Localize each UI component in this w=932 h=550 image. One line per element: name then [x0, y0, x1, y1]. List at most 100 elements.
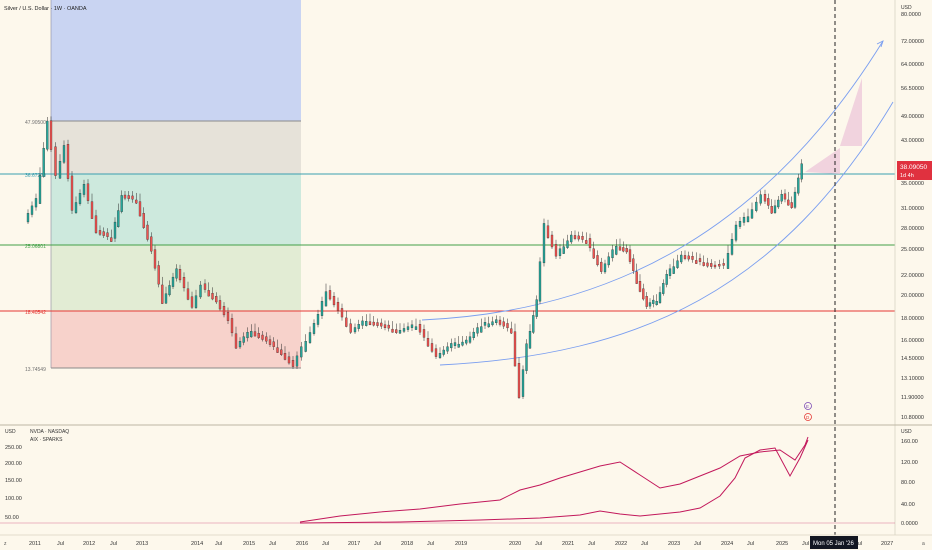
candle-body	[175, 268, 178, 279]
time-axis-label: 2025	[776, 541, 788, 547]
candle-body	[676, 260, 679, 268]
lower-left-tick-label: 100.00	[5, 496, 22, 502]
candle-body	[668, 268, 672, 276]
lower-right-tick-label: 40.00	[901, 502, 915, 508]
time-axis[interactable]	[0, 535, 932, 550]
fib-label-2: 25.06801	[25, 244, 46, 250]
candle-body	[127, 195, 130, 199]
lower-left-tick-label: 200.00	[5, 461, 22, 467]
candle-body	[113, 221, 117, 239]
channel-upper[interactable]	[421, 40, 884, 321]
candle-body	[190, 296, 194, 308]
candle-body	[383, 324, 387, 329]
time-axis-label: Jul	[641, 541, 648, 547]
lower-left-tick-label: 250.00	[5, 445, 22, 451]
candle-body	[320, 301, 324, 316]
candle-body	[230, 318, 234, 334]
candle-body	[226, 311, 230, 321]
candle-body	[395, 329, 398, 333]
candle-body	[592, 248, 595, 259]
earnings-event-icon[interactable]	[804, 413, 812, 421]
time-axis-label: 2027	[881, 541, 893, 547]
candle-body	[157, 265, 160, 285]
price-tick-label: 31.00000	[901, 206, 924, 212]
candle-body	[98, 230, 102, 235]
channel-lower[interactable]	[439, 101, 894, 366]
candle-body	[304, 341, 307, 352]
fib-retracement[interactable]: 47.90500 36.67200 25.06801 18.40542 13.7…	[25, 0, 301, 373]
last-price-label: 38.09050	[900, 164, 927, 171]
candle-body	[554, 244, 558, 257]
candle-body	[770, 206, 773, 214]
lower-right-currency: USD	[901, 429, 912, 435]
candle-body	[253, 331, 257, 337]
candle-body	[665, 274, 668, 285]
candle-body	[759, 194, 762, 204]
candle-body	[287, 356, 291, 364]
candle-body	[58, 161, 62, 179]
candle-body	[797, 177, 800, 194]
candle-body	[777, 199, 780, 208]
candle-body	[203, 283, 207, 290]
auto-scale-icon[interactable]: a	[922, 541, 925, 547]
time-axis-label: 2021	[562, 541, 574, 547]
candle-body	[106, 232, 109, 237]
candle-body	[510, 328, 513, 334]
candle-body	[588, 238, 592, 249]
candle-body	[353, 327, 357, 333]
candle-body	[361, 320, 364, 326]
lower-pane[interactable]: USD NVDA · NASDAQ AIX · SPARKS USD 250.0…	[0, 429, 918, 527]
candle-body	[42, 147, 45, 177]
fib-zone-top	[51, 0, 301, 121]
candle-body	[615, 246, 618, 255]
candle-body	[194, 295, 198, 308]
price-tick-label: 11.90000	[901, 395, 924, 401]
candle-body	[86, 183, 90, 201]
candle-body	[622, 247, 625, 252]
candle-body	[62, 145, 66, 163]
candle-body	[746, 216, 750, 223]
candle-body	[146, 224, 149, 240]
candle-body	[618, 246, 622, 251]
candle-body	[611, 249, 614, 259]
candle-body	[476, 327, 479, 334]
price-tick-label: 18.00000	[901, 316, 924, 322]
flag-event-icon[interactable]	[804, 402, 812, 410]
candle-body	[261, 334, 264, 340]
aix-series-line[interactable]	[299, 439, 809, 524]
candle-body	[46, 120, 49, 150]
candle-body	[550, 234, 554, 248]
time-axis-label: Jul	[535, 541, 542, 547]
price-axis[interactable]	[895, 0, 932, 535]
symbol-title[interactable]: Silver / U.S. Dollar · 1W · OANDA	[4, 6, 87, 12]
projection-box-lower[interactable]	[805, 148, 840, 174]
candle-body	[628, 249, 632, 262]
candle-body	[495, 319, 498, 324]
projection-box-upper[interactable]	[840, 78, 862, 146]
candle-body	[332, 296, 336, 306]
candle-body	[722, 263, 725, 266]
candle-body	[742, 216, 746, 223]
candle-body	[763, 194, 767, 202]
candle-body	[506, 323, 509, 329]
candle-body	[215, 296, 218, 303]
zoom-out-icon[interactable]: z	[4, 541, 7, 547]
time-axis-label: Jul	[110, 541, 117, 547]
time-axis-label: Jul	[694, 541, 701, 547]
candle-body	[153, 249, 157, 269]
candle-body	[276, 347, 279, 353]
lower-left-axis-ticks: 250.00 200.00 150.00 100.00 50.00	[5, 445, 22, 521]
candle-body	[738, 221, 742, 227]
candle-body	[34, 198, 38, 208]
candle-body	[211, 293, 214, 300]
candle-body	[695, 260, 698, 264]
nvda-series-line[interactable]	[299, 436, 809, 523]
candle-body	[234, 333, 238, 349]
candle-body	[117, 210, 120, 228]
price-series[interactable]	[26, 116, 803, 399]
time-axis-label: Jul	[427, 541, 434, 547]
candle-body	[238, 341, 242, 348]
countdown-label: 1d 4h	[900, 173, 914, 179]
candle-body	[171, 276, 175, 287]
